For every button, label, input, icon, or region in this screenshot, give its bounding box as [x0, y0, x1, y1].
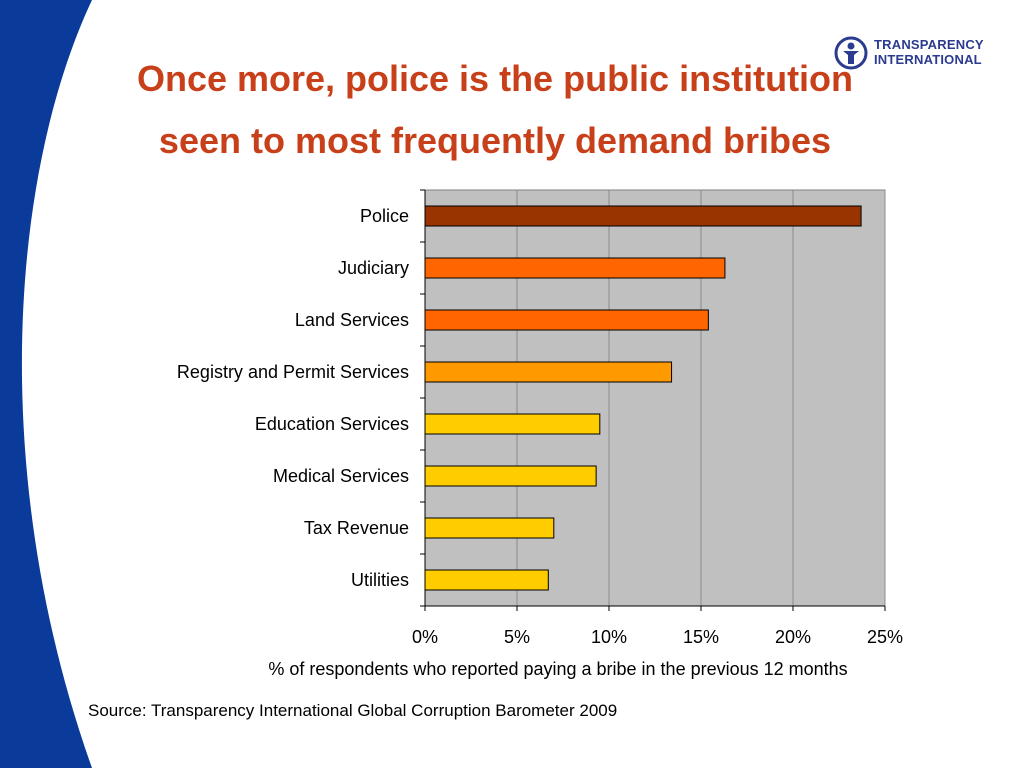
bar: [424, 465, 597, 487]
x-tick-label: 25%: [867, 627, 903, 647]
category-label: Tax Revenue: [304, 518, 409, 538]
slide-title-line-1: Once more, police is the public institut…: [136, 58, 854, 99]
bar: [424, 361, 673, 383]
plot-area: [424, 189, 886, 607]
bar: [424, 517, 555, 539]
category-label: Utilities: [351, 570, 409, 590]
bars: [424, 205, 862, 591]
category-label: Registry and Permit Services: [177, 362, 409, 382]
category-label: Judiciary: [338, 258, 409, 278]
category-label: Land Services: [295, 310, 409, 330]
category-labels: Police Judiciary Land Services Registry and…: [177, 206, 409, 590]
x-tick-label: 15%: [683, 627, 719, 647]
source-note: Source: Transparency International Globa…: [88, 701, 618, 720]
logo-line-1: TRANSPARENCY: [874, 37, 984, 52]
x-tick-label: 10%: [591, 627, 627, 647]
bar: [424, 413, 601, 435]
category-label: Education Services: [255, 414, 409, 434]
axes: [420, 189, 886, 611]
transparency-international-logo: TRANSPARENCY INTERNATIONAL: [834, 34, 1004, 74]
bar: [424, 309, 709, 331]
slide-title: Once more, police is the public institut…: [60, 48, 930, 172]
bar: [424, 205, 862, 227]
x-tick-label: 20%: [775, 627, 811, 647]
slide-title-line-2: seen to most frequently demand bribes: [158, 120, 832, 161]
ti-figure-circle-icon: [834, 36, 868, 70]
x-tick-labels: 0% 5% 10% 15% 20% 25%: [412, 627, 903, 647]
x-axis-title: % of respondents who reported paying a b…: [268, 659, 847, 679]
x-tick-label: 0%: [412, 627, 438, 647]
category-label: Medical Services: [273, 466, 409, 486]
x-tick-label: 5%: [504, 627, 530, 647]
category-label: Police: [360, 206, 409, 226]
bar: [424, 569, 549, 591]
logo-text: TRANSPARENCY INTERNATIONAL: [874, 37, 984, 67]
logo-line-2: INTERNATIONAL: [874, 52, 982, 67]
bribery-bar-chart: Police Judiciary Land Services Registry and…: [177, 189, 903, 679]
bar: [424, 257, 726, 279]
